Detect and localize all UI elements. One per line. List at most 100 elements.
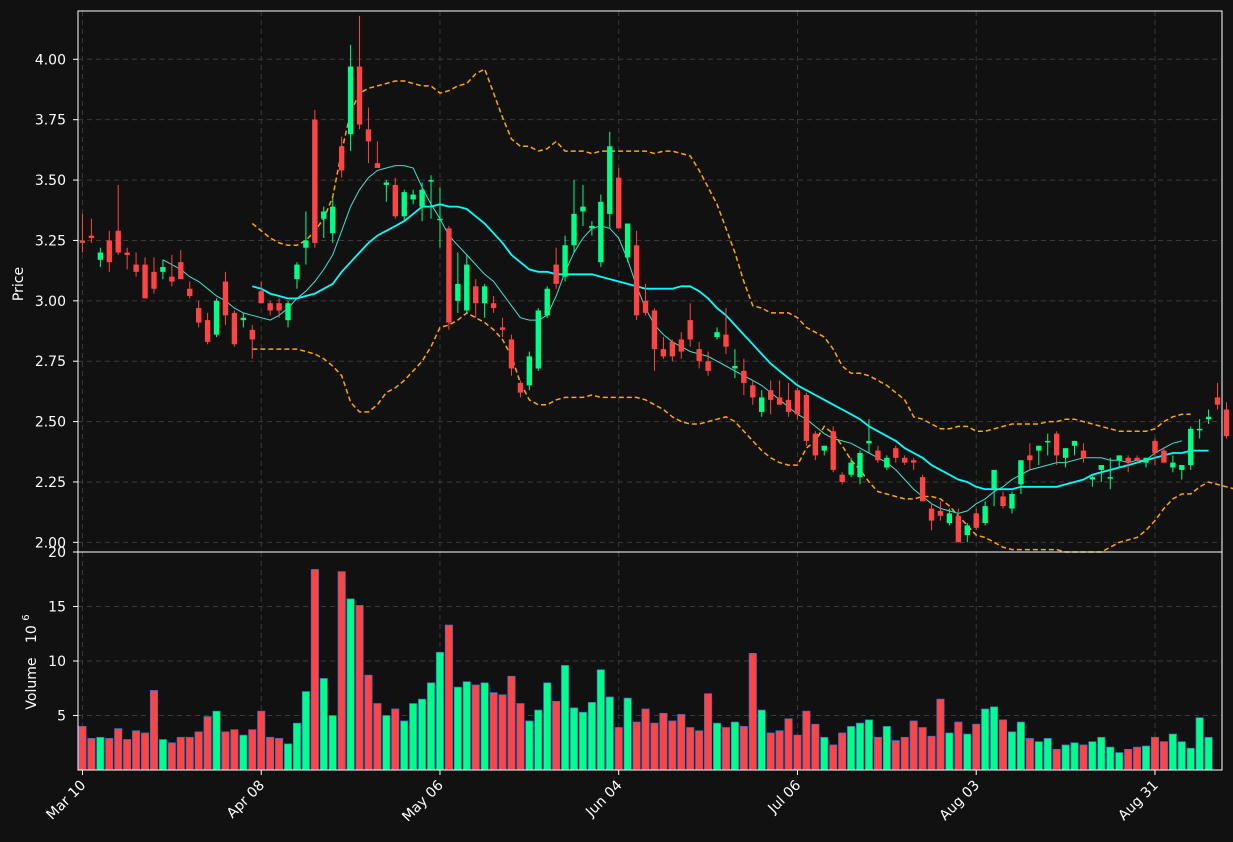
volume-bar: [1007, 731, 1016, 771]
volume-bar: [257, 710, 266, 771]
candle-body: [875, 450, 881, 461]
candle-body: [776, 397, 783, 405]
volume-bar: [829, 744, 838, 771]
candle-body: [258, 291, 264, 304]
candle-body: [392, 184, 398, 217]
candle-body: [562, 245, 568, 277]
volume-axis-exponent-base: 10: [24, 625, 40, 643]
volume-bar: [561, 665, 570, 771]
volume-bar: [596, 669, 605, 771]
candle-body: [1107, 477, 1113, 479]
candle-body: [803, 395, 810, 441]
candle-body: [732, 366, 738, 369]
candle-body: [937, 510, 944, 516]
volume-bar: [248, 729, 257, 771]
candle-body: [714, 332, 720, 338]
candle-body: [160, 267, 166, 272]
price-tick-label: 4.00: [35, 52, 66, 68]
candle-body: [687, 320, 693, 340]
volume-bar: [337, 571, 346, 771]
candle-body: [294, 264, 300, 280]
volume-bar: [668, 720, 677, 771]
candle-body: [374, 163, 381, 168]
volume-bar: [471, 684, 480, 771]
candle-body: [598, 201, 604, 263]
volume-bar: [310, 569, 319, 771]
volume-bar: [96, 736, 105, 771]
volume-bar: [185, 736, 194, 771]
volume-bar: [149, 690, 158, 771]
candle-body: [526, 356, 533, 386]
candle-body: [884, 457, 890, 468]
volume-bar: [1097, 736, 1106, 771]
candle-body: [347, 66, 354, 135]
volume-bar: [1195, 717, 1204, 771]
volume-y-axis: 5 10 15 20: [48, 545, 78, 725]
volume-bar: [847, 726, 856, 771]
volume-bar: [900, 736, 909, 771]
volume-bar: [444, 624, 453, 771]
volume-bar: [838, 732, 847, 771]
volume-bar: [704, 693, 713, 771]
volume-bar: [748, 653, 757, 771]
candle-body: [1152, 440, 1158, 453]
candle-body: [231, 312, 238, 345]
candle-body: [785, 399, 792, 412]
volume-bar: [972, 723, 981, 771]
candle-body: [195, 308, 202, 323]
candle-body: [1134, 457, 1140, 461]
volume-axis-label: Volume 10 6: [21, 614, 40, 709]
volume-bar: [873, 736, 882, 771]
volume-bar: [391, 708, 400, 771]
volume-bar: [498, 694, 507, 771]
bollinger-lower-line: [252, 312, 1233, 553]
volume-bar: [480, 682, 489, 771]
volume-bar: [1070, 742, 1079, 771]
volume-bar: [1204, 736, 1213, 771]
volume-bar: [659, 712, 668, 771]
volume-axis-label-text: Volume: [24, 658, 40, 710]
candle-body: [1027, 455, 1033, 461]
volume-bar: [739, 726, 748, 771]
volume-bar: [1052, 748, 1061, 771]
price-tick-label: 2.25: [35, 475, 66, 491]
candle-body: [222, 281, 229, 316]
volume-bar: [891, 740, 900, 771]
volume-bar: [1168, 733, 1177, 771]
volume-bar: [239, 734, 248, 771]
volume-bar: [141, 732, 150, 771]
candle-body: [624, 223, 631, 258]
candle-body: [455, 283, 461, 301]
candle-body: [1205, 416, 1212, 420]
candle-body: [616, 177, 622, 229]
volume-bar: [319, 678, 328, 771]
candle-body: [1062, 448, 1069, 458]
candle-body: [1018, 460, 1024, 485]
candle-body: [669, 341, 676, 357]
candle-body: [696, 349, 702, 362]
candle-body: [1196, 428, 1203, 431]
volume-bar: [373, 703, 382, 771]
volume-bar: [275, 738, 284, 771]
volume-bar: [578, 711, 587, 771]
candle-body: [759, 397, 765, 412]
volume-bar: [1124, 748, 1133, 771]
candle-body: [642, 300, 649, 313]
price-tick-label: 3.50: [35, 173, 66, 189]
ma-long-line: [252, 203, 1209, 491]
price-tick-label: 3.25: [35, 233, 66, 249]
candle-body: [651, 310, 658, 350]
volume-bar: [1025, 738, 1034, 771]
candle-body: [1045, 440, 1051, 443]
candles: [79, 15, 1230, 543]
volume-bar: [1079, 744, 1088, 771]
volume-bar: [543, 682, 552, 771]
candle-body: [285, 303, 291, 321]
candle-body: [79, 240, 86, 243]
volume-tick-label: 15: [48, 600, 66, 616]
candle-body: [356, 66, 363, 125]
candle-body: [490, 303, 497, 309]
candle-body: [1080, 450, 1087, 458]
volume-bar: [462, 681, 471, 771]
